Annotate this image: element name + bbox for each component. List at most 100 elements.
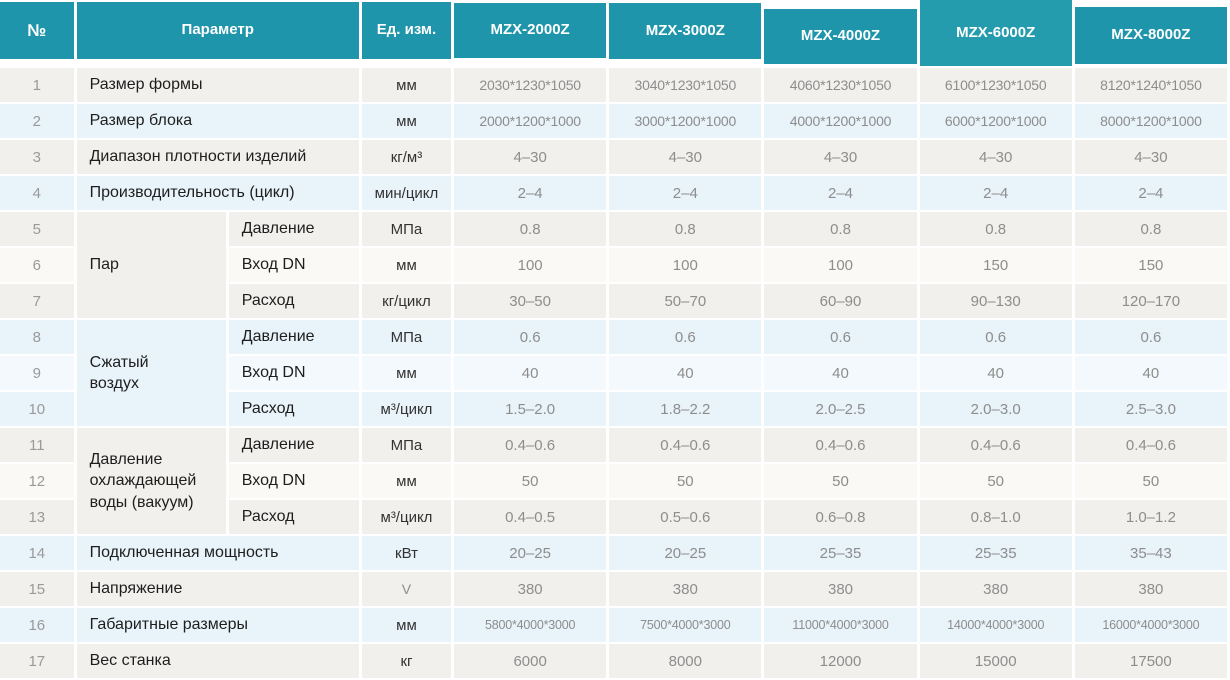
sub-parameter: Расход — [227, 283, 362, 320]
value-cell: 25–35 — [762, 535, 920, 572]
table-row: 4 Производительность (цикл) мин/цикл 2–4… — [0, 175, 1230, 212]
unit-cell: МПа — [360, 211, 455, 248]
value-cell: 0.8 — [762, 211, 920, 248]
value-cell: 0.6–0.8 — [762, 499, 920, 536]
value-cell: 0.8–1.0 — [918, 499, 1075, 536]
sub-parameter: Давление — [227, 211, 362, 248]
unit-cell: мин/цикл — [360, 175, 455, 212]
unit-cell: V — [360, 571, 455, 608]
parameter-group-compressed-air: Сжатый воздух — [75, 319, 229, 428]
row-number: 11 — [0, 427, 77, 464]
row-number: 12 — [0, 463, 77, 500]
value-cell: 0.4–0.6 — [607, 427, 765, 464]
value-cell: 4–30 — [918, 139, 1075, 176]
value-cell: 35–43 — [1073, 535, 1230, 572]
value-cell: 100 — [762, 247, 920, 284]
parameter-name: Диапазон плотности изделий — [75, 139, 362, 176]
value-cell: 40 — [452, 355, 610, 392]
value-cell: 3000*1200*1000 — [607, 103, 765, 140]
value-cell: 380 — [607, 571, 765, 608]
value-cell: 6100*1230*1050 — [918, 67, 1075, 104]
value-cell: 2030*1230*1050 — [452, 67, 610, 104]
model-label: MZX-4000Z — [764, 9, 916, 64]
parameter-name: Размер формы — [75, 67, 362, 104]
unit-cell: мм — [360, 67, 455, 104]
table-row: 7 Расход кг/цикл 30–50 50–70 60–90 90–13… — [0, 283, 1230, 320]
value-cell: 8000 — [607, 643, 765, 680]
unit-cell: мм — [360, 463, 455, 500]
unit-cell: кг — [360, 643, 455, 680]
value-cell: 4–30 — [452, 139, 610, 176]
table-header: № Параметр Ед. изм. MZX-2000Z MZX-3000Z … — [0, 0, 1230, 68]
unit-cell: мм — [360, 247, 455, 284]
value-cell: 2–4 — [607, 175, 765, 212]
sub-parameter: Расход — [227, 499, 362, 536]
value-cell: 50 — [762, 463, 920, 500]
table-row: 16 Габаритные размеры мм 5800*4000*3000 … — [0, 607, 1230, 644]
table-row: 17 Вес станка кг 6000 8000 12000 15000 1… — [0, 643, 1230, 680]
value-cell: 50 — [452, 463, 610, 500]
value-cell: 0.4–0.5 — [452, 499, 610, 536]
value-cell: 1.0–1.2 — [1073, 499, 1230, 536]
value-cell: 120–170 — [1073, 283, 1230, 320]
unit-cell: кВт — [360, 535, 455, 572]
value-cell: 0.8 — [1073, 211, 1230, 248]
model-label: MZX-2000Z — [454, 3, 605, 58]
value-cell: 30–50 — [452, 283, 610, 320]
header-model-mzx-3000z: MZX-3000Z — [607, 0, 765, 68]
row-number: 8 — [0, 319, 77, 356]
value-cell: 4060*1230*1050 — [762, 67, 920, 104]
value-cell: 6000*1200*1000 — [918, 103, 1075, 140]
unit-cell: кг/м³ — [360, 139, 455, 176]
value-cell: 4–30 — [607, 139, 765, 176]
value-cell: 0.8 — [607, 211, 765, 248]
value-cell: 40 — [918, 355, 1075, 392]
value-cell: 4000*1200*1000 — [762, 103, 920, 140]
value-cell: 8120*1240*1050 — [1073, 67, 1230, 104]
unit-cell: м³/цикл — [360, 499, 455, 536]
value-cell: 2000*1200*1000 — [452, 103, 610, 140]
header-model-mzx-2000z: MZX-2000Z — [452, 0, 610, 68]
value-cell: 150 — [918, 247, 1075, 284]
value-cell: 50 — [1073, 463, 1230, 500]
value-cell: 8000*1200*1000 — [1073, 103, 1230, 140]
sub-parameter: Давление — [227, 427, 362, 464]
parameter-name: Габаритные размеры — [75, 607, 362, 644]
model-label: MZX-6000Z — [919, 0, 1071, 65]
value-cell: 16000*4000*3000 — [1073, 607, 1230, 644]
unit-cell: м³/цикл — [360, 391, 455, 428]
header-model-mzx-8000z: MZX-8000Z — [1073, 0, 1230, 68]
unit-cell: МПа — [360, 427, 455, 464]
model-label: MZX-8000Z — [1074, 7, 1226, 64]
value-cell: 2.0–2.5 — [762, 391, 920, 428]
value-cell: 15000 — [918, 643, 1075, 680]
value-cell: 5800*4000*3000 — [452, 607, 610, 644]
unit-cell: мм — [360, 355, 455, 392]
parameter-group-cooling-water: Давление охлаждающей воды (вакуум) — [75, 427, 229, 536]
row-number: 9 — [0, 355, 77, 392]
table-row: 1 Размер формы мм 2030*1230*1050 3040*12… — [0, 67, 1230, 104]
value-cell: 17500 — [1073, 643, 1230, 680]
unit-cell: МПа — [360, 319, 455, 356]
value-cell: 380 — [452, 571, 610, 608]
value-cell: 40 — [1073, 355, 1230, 392]
value-cell: 0.8 — [452, 211, 610, 248]
row-number: 10 — [0, 391, 77, 428]
parameter-name: Напряжение — [75, 571, 362, 608]
value-cell: 100 — [607, 247, 765, 284]
value-cell: 2–4 — [918, 175, 1075, 212]
sub-parameter: Давление — [227, 319, 362, 356]
table-row: 15 Напряжение V 380 380 380 380 380 — [0, 571, 1230, 608]
parameter-name: Подключенная мощность — [75, 535, 362, 572]
header-model-mzx-4000z: MZX-4000Z — [762, 0, 920, 68]
value-cell: 50–70 — [607, 283, 765, 320]
value-cell: 60–90 — [762, 283, 920, 320]
value-cell: 380 — [762, 571, 920, 608]
value-cell: 12000 — [762, 643, 920, 680]
header-parameter-label: Параметр — [76, 2, 358, 59]
value-cell: 1.8–2.2 — [607, 391, 765, 428]
value-cell: 380 — [918, 571, 1075, 608]
value-cell: 50 — [607, 463, 765, 500]
value-cell: 0.6 — [1073, 319, 1230, 356]
